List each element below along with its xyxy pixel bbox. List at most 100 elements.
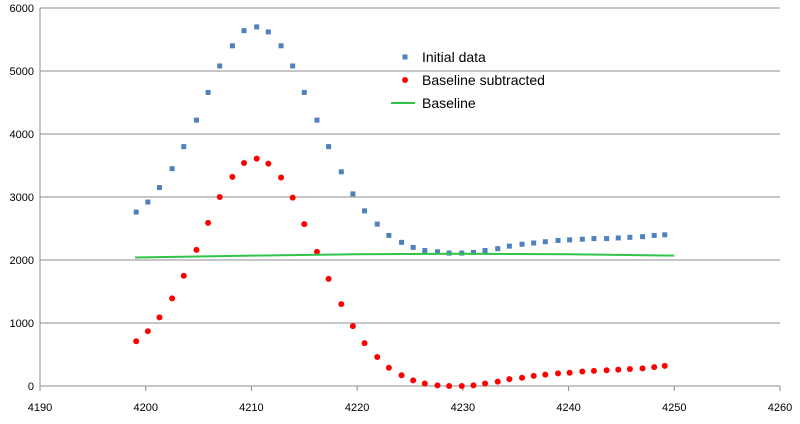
- initial-data-point: [567, 237, 573, 243]
- x-tick-label: 4240: [556, 402, 580, 414]
- initial-data-point: [290, 63, 296, 69]
- initial-data-point: [145, 199, 151, 205]
- baseline-subtracted-point: [566, 369, 573, 376]
- initial-data-point: [193, 117, 199, 123]
- baseline-subtracted-point: [193, 246, 200, 253]
- legend: Initial data Baseline subtracted Baseline: [391, 49, 545, 111]
- x-tick-label: 4210: [239, 402, 263, 414]
- initial-data-point: [338, 169, 344, 175]
- initial-data-point: [470, 249, 476, 255]
- initial-data-point: [217, 63, 223, 69]
- legend-initial-data-label: Initial data: [422, 49, 486, 65]
- initial-data-point: [640, 234, 646, 240]
- initial-data-point: [651, 232, 657, 238]
- initial-data-point: [314, 117, 320, 123]
- initial-data-point: [434, 249, 440, 255]
- baseline-subtracted-point: [458, 383, 465, 389]
- baseline-subtracted-point: [482, 380, 489, 387]
- legend-baseline-subtracted-swatch: [402, 77, 408, 83]
- baseline-subtracted-point: [180, 272, 187, 279]
- baseline-subtracted-point: [325, 275, 332, 282]
- initial-data-point: [205, 89, 211, 95]
- baseline-subtracted-point: [241, 159, 248, 166]
- initial-data-point: [482, 248, 488, 254]
- legend-initial-data-swatch: [402, 54, 408, 60]
- initial-data-point: [555, 237, 561, 243]
- x-tick-label: 4230: [451, 402, 475, 414]
- axes: 0 1000 2000 3000 4000 5000 6000 4190 4200 4210 422…: [10, 3, 793, 414]
- baseline-subtracted-point: [253, 155, 260, 162]
- initial-data-point: [506, 243, 512, 249]
- baseline-line: [135, 252, 675, 259]
- baseline-subtracted-point: [205, 219, 212, 226]
- baseline-subtracted-point: [555, 370, 561, 377]
- initial-data-point: [386, 232, 392, 238]
- initial-data-point: [519, 241, 525, 247]
- baseline-subtracted-point: [265, 160, 272, 167]
- series-layer: [133, 24, 675, 389]
- baseline-subtracted-point: [361, 340, 368, 347]
- y-tick-label: 5000: [10, 66, 34, 78]
- initial-data-point: [591, 236, 597, 242]
- baseline-subtracted-point: [519, 374, 526, 381]
- y-tick-label: 1000: [10, 318, 34, 330]
- baseline-subtracted-point: [603, 367, 610, 374]
- initial-data-point: [495, 246, 501, 252]
- initial-data-point: [169, 166, 175, 172]
- baseline-subtracted-point: [349, 323, 356, 330]
- baseline-subtracted-point: [590, 367, 597, 374]
- initial-data-point: [156, 185, 162, 191]
- y-tick-label: 0: [28, 381, 34, 393]
- legend-baseline-label: Baseline: [422, 95, 476, 111]
- initial-data-point: [410, 244, 416, 250]
- baseline-subtracted-point: [278, 174, 285, 181]
- baseline-subtracted-point: [579, 368, 586, 375]
- baseline-subtracted-point: [626, 365, 633, 372]
- baseline-subtracted-point: [615, 366, 622, 373]
- baseline-subtracted-point: [651, 364, 658, 371]
- initial-data-point: [278, 43, 284, 49]
- initial-data-point: [181, 144, 187, 150]
- baseline-subtracted-point: [398, 372, 405, 379]
- grid: [40, 7, 780, 324]
- baseline-subtracted-point: [434, 382, 441, 389]
- x-tick-label: 4220: [345, 402, 369, 414]
- baseline-subtracted-point: [421, 380, 428, 387]
- x-tick-label: 4250: [662, 402, 686, 414]
- initial-data-point: [301, 89, 307, 95]
- baseline-subtracted-point: [639, 365, 646, 372]
- y-tick-label: 3000: [10, 192, 34, 204]
- baseline-subtracted-point: [313, 248, 320, 255]
- baseline-subtracted-point: [661, 362, 668, 369]
- initial-data-point: [133, 209, 139, 215]
- initial-data-point: [531, 240, 537, 246]
- baseline-subtracted-point: [385, 364, 392, 371]
- legend-baseline-subtracted-label: Baseline subtracted: [422, 72, 545, 88]
- baseline-subtracted-point: [410, 377, 417, 384]
- baseline-subtracted-point: [494, 378, 501, 385]
- baseline-subtracted-point: [374, 354, 381, 361]
- initial-data-point: [326, 144, 332, 150]
- baseline-subtracted-point: [133, 338, 140, 345]
- x-tick-label: 4260: [768, 402, 792, 414]
- baseline-subtracted-point: [301, 221, 308, 228]
- initial-data-point: [604, 236, 610, 242]
- x-tick-label: 4190: [28, 402, 52, 414]
- initial-data-point: [350, 191, 356, 197]
- y-tick-label: 4000: [10, 129, 34, 141]
- baseline-subtracted-point: [156, 314, 163, 321]
- baseline-subtracted-point: [530, 372, 537, 379]
- baseline-subtracted-point: [470, 382, 477, 389]
- baseline-subtracted-point: [169, 295, 176, 302]
- baseline-subtracted-point: [144, 328, 151, 335]
- y-tick-label: 2000: [10, 255, 34, 267]
- initial-data-point: [627, 234, 633, 240]
- baseline-subtracted-point: [338, 301, 345, 308]
- initial-data-point: [422, 248, 428, 254]
- initial-data-point: [362, 208, 368, 214]
- baseline-subtracted-point: [506, 376, 513, 383]
- initial-data-point: [254, 24, 260, 30]
- initial-data-point: [542, 239, 548, 245]
- initial-data-point: [579, 236, 585, 242]
